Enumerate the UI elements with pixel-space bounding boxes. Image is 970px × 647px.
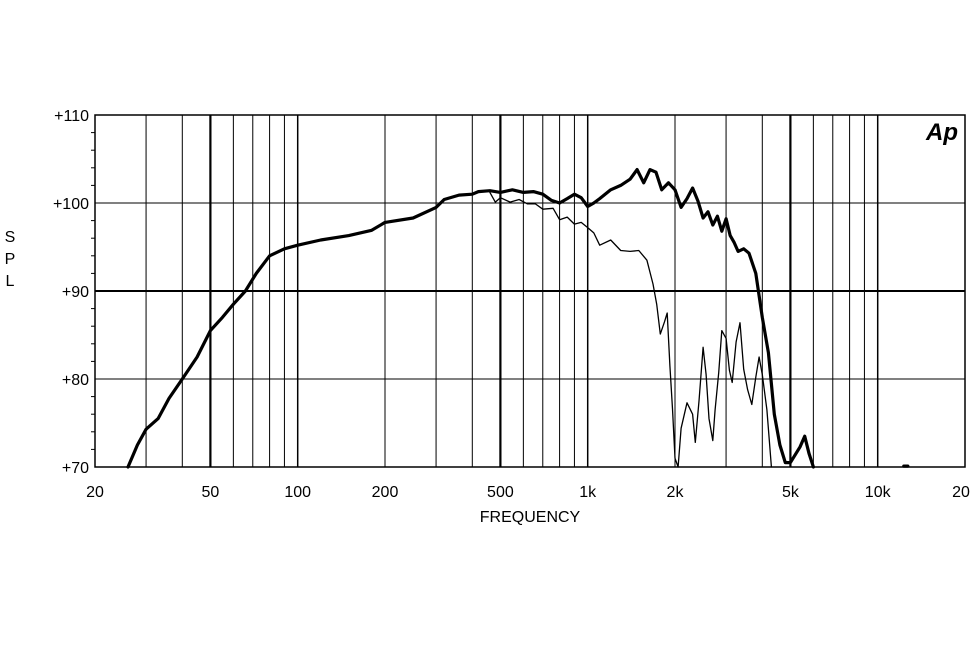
x-tick-label: 50 xyxy=(202,484,220,501)
chart-curves xyxy=(126,168,910,469)
y-axis-label-letter: P xyxy=(5,251,16,268)
x-tick-label: 100 xyxy=(284,484,311,501)
x-tick-label: 10k xyxy=(865,484,892,501)
x-tick-label: 20 xyxy=(86,484,104,501)
ap-logo: Ap xyxy=(925,119,958,146)
y-tick-label: +90 xyxy=(62,284,89,301)
x-tick-label: 5k xyxy=(782,484,800,501)
x-tick-label: 1k xyxy=(579,484,597,501)
x-tick-label: 500 xyxy=(487,484,514,501)
response-curve-1 xyxy=(126,168,815,469)
response-curve-2 xyxy=(489,191,773,468)
x-axis-label: FREQUENCY xyxy=(480,509,581,526)
x-tick-label: 20k xyxy=(952,484,970,501)
y-axis-ticks: +70 +80 +90 +100 +110 xyxy=(53,108,95,477)
x-axis-ticks: 20 50 100 200 500 1k 2k 5k 10k 20k xyxy=(86,484,970,501)
plot-frame xyxy=(94,114,966,468)
y-tick-label: +80 xyxy=(62,372,89,389)
x-tick-label: 200 xyxy=(372,484,399,501)
y-tick-label: +110 xyxy=(54,108,89,125)
y-tick-label: +70 xyxy=(62,460,89,477)
y-tick-label: +100 xyxy=(53,196,89,213)
y-axis-label-letter: L xyxy=(6,273,15,290)
x-tick-label: 2k xyxy=(667,484,685,501)
chart-grid xyxy=(95,115,965,467)
y-axis-label-letter: S xyxy=(5,229,16,246)
